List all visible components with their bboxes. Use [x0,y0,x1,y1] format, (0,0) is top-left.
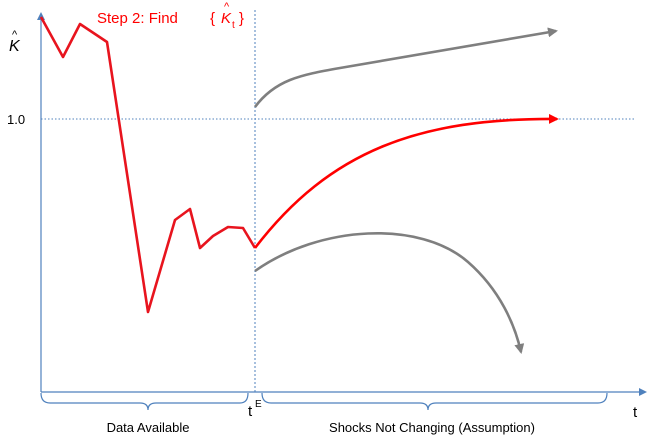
middle-projection-arrow [253,113,559,249]
title-brace-close: } [239,10,244,27]
step-title-label: Step 2: Find [97,10,178,27]
title-k-hat-symbol: K [221,10,232,27]
y-axis-k-hat-symbol: K [9,38,21,55]
te-label: t [248,403,253,420]
title-k-subscript: t [232,20,235,31]
x-axis-label-t: t [633,404,638,421]
title-brace-open: { [210,10,215,27]
data-available-label: Data Available [107,420,190,435]
shocks-brace [261,392,608,411]
te-superscript: E [255,399,262,410]
upper-projection-arrow [253,27,558,108]
historical-k-line [39,16,257,314]
lower-projection-arrow [254,232,525,354]
shocks-not-changing-label: Shocks Not Changing (Assumption) [329,420,535,435]
y-axis-k-hat-caret: ^ [12,29,18,41]
y-tick-label-1-0: 1.0 [7,112,25,127]
title-k-hat-caret: ^ [224,1,230,13]
data-available-brace [40,392,249,411]
